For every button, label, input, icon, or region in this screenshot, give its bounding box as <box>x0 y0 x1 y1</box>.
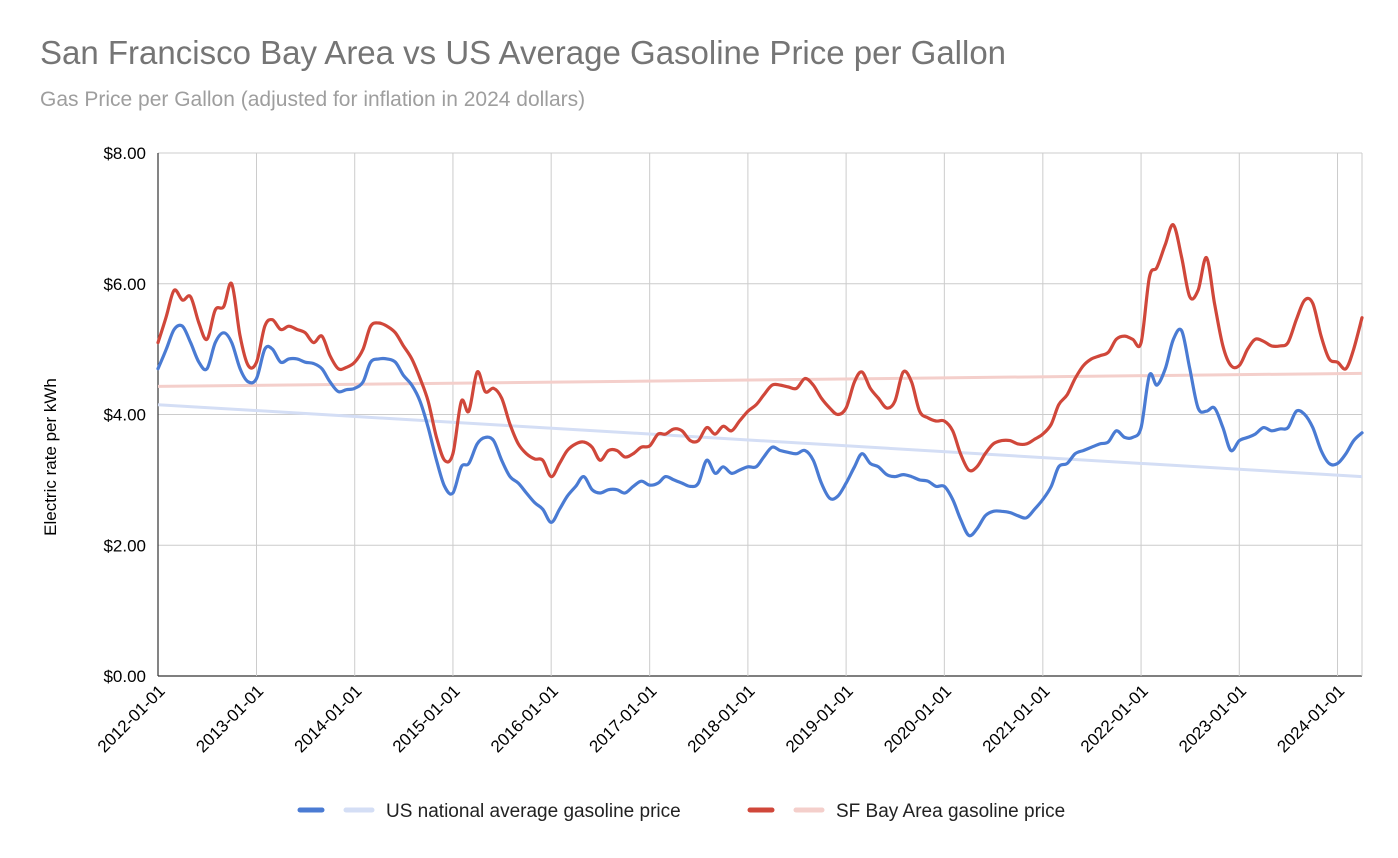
x-tick-label: 2020-01-01 <box>880 681 955 756</box>
x-axis-ticks: 2012-01-01 2013-01-01 2014-01-01 2015-01-01… <box>94 681 1348 756</box>
x-tick-label: 2019-01-01 <box>782 681 857 756</box>
series-line <box>156 223 1364 479</box>
x-tick-label: 2013-01-01 <box>192 681 267 756</box>
x-tick-label: 2021-01-01 <box>979 681 1054 756</box>
legend-label: US national average gasoline price <box>386 801 681 822</box>
gridlines <box>157 152 1363 677</box>
y-tick-label: $6.00 <box>103 275 146 294</box>
chart-title: San Francisco Bay Area vs US Average Gas… <box>40 34 1007 71</box>
y-tick-label: $8.00 <box>103 144 146 163</box>
series-line <box>156 323 1364 538</box>
chart-subtitle: Gas Price per Gallon (adjusted for infla… <box>40 88 586 111</box>
trendline <box>157 371 1363 388</box>
x-tick-label: 2022-01-01 <box>1077 681 1152 756</box>
series-lines <box>156 223 1364 538</box>
x-tick-label: 2024-01-01 <box>1273 681 1348 756</box>
y-axis-label: Electric rate per kWh <box>41 378 60 536</box>
y-tick-label: $0.00 <box>103 667 146 686</box>
x-tick-label: 2014-01-01 <box>291 681 366 756</box>
legend: US national average gasoline price SF Bay… <box>297 801 1065 822</box>
trendline <box>157 403 1363 479</box>
legend-label: SF Bay Area gasoline price <box>836 801 1065 822</box>
x-tick-label: 2017-01-01 <box>586 681 661 756</box>
x-tick-label: 2023-01-01 <box>1175 681 1250 756</box>
x-tick-label: 2018-01-01 <box>684 681 759 756</box>
x-tick-label: 2015-01-01 <box>389 681 464 756</box>
x-tick-label: 2012-01-01 <box>94 681 169 756</box>
y-tick-label: $2.00 <box>103 536 146 555</box>
y-tick-label: $4.00 <box>103 406 146 425</box>
y-axis-ticks: $0.00 $2.00 $4.00 $6.00 $8.00 <box>103 144 146 686</box>
x-tick-label: 2016-01-01 <box>487 681 562 756</box>
